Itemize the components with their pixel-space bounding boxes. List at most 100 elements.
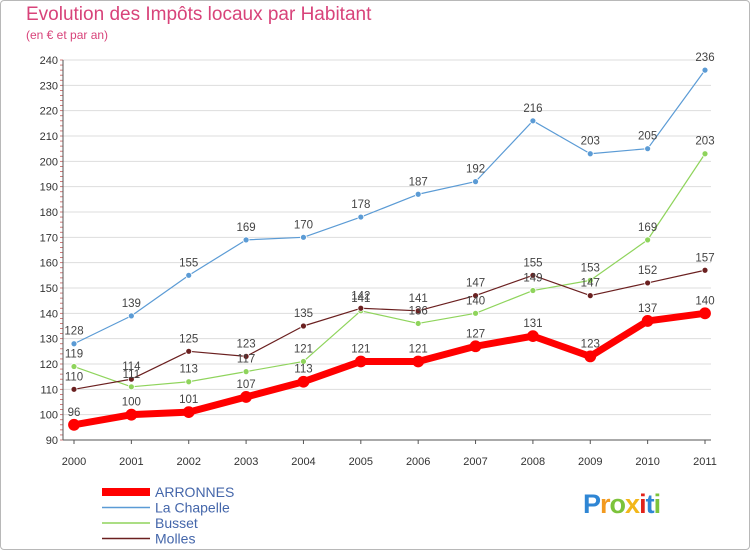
data-label-molles: 157 xyxy=(695,252,714,264)
data-point-molles xyxy=(300,322,307,330)
data-label-arronnes: 107 xyxy=(236,379,255,391)
x-tick-label: 2003 xyxy=(234,456,258,468)
data-point-busset xyxy=(414,320,422,327)
data-point-busset xyxy=(127,383,135,391)
data-label-arronnes: 113 xyxy=(294,364,312,376)
data-label-busset: 203 xyxy=(695,136,714,148)
data-label-molles: 141 xyxy=(409,293,428,305)
data-label-la-chapelle: 187 xyxy=(409,176,428,188)
data-point-molles xyxy=(644,279,652,287)
x-tick-label: 2007 xyxy=(463,456,487,468)
y-tick-label: 200 xyxy=(40,156,58,168)
x-tick-label: 2010 xyxy=(635,456,659,468)
data-point-busset xyxy=(472,309,479,317)
data-point-molles xyxy=(242,352,250,360)
series-line-arronnes xyxy=(70,309,709,429)
y-tick-label: 130 xyxy=(40,334,58,346)
data-label-busset: 119 xyxy=(65,349,83,361)
x-tick-label: 2009 xyxy=(578,456,602,468)
data-point-busset xyxy=(70,363,78,370)
y-tick-label: 180 xyxy=(40,207,58,219)
data-point-la-chapelle xyxy=(185,271,193,279)
data-point-la-chapelle xyxy=(300,233,307,241)
data-point-la-chapelle xyxy=(414,190,422,198)
data-label-la-chapelle: 216 xyxy=(523,103,542,115)
data-label-la-chapelle: 170 xyxy=(294,219,313,231)
data-label-busset: 169 xyxy=(638,222,657,234)
y-tick-label: 170 xyxy=(40,232,58,244)
data-label-la-chapelle: 203 xyxy=(581,136,600,148)
data-label-busset: 121 xyxy=(294,343,313,355)
data-point-arronnes xyxy=(641,315,654,327)
data-point-la-chapelle xyxy=(70,340,78,348)
data-point-arronnes xyxy=(354,355,367,368)
data-label-arronnes: 121 xyxy=(409,343,428,355)
chart-title: Evolution des Impôts locaux par Habitant xyxy=(26,4,372,25)
data-label-arronnes: 101 xyxy=(179,394,198,406)
data-label-la-chapelle: 236 xyxy=(695,52,714,64)
data-label-arronnes: 140 xyxy=(695,295,714,307)
data-point-arronnes xyxy=(527,330,539,343)
data-point-busset xyxy=(586,276,594,284)
series-line-molles xyxy=(73,269,706,390)
data-label-molles: 110 xyxy=(65,371,83,383)
data-label-busset: 113 xyxy=(180,364,198,376)
data-point-arronnes xyxy=(68,418,80,431)
data-label-arronnes: 127 xyxy=(466,328,485,340)
data-label-molles: 135 xyxy=(294,308,313,320)
x-tick-label: 2006 xyxy=(406,456,430,468)
data-point-arronnes xyxy=(297,375,310,388)
y-tick-label: 90 xyxy=(46,435,58,447)
logo-letter: r xyxy=(600,489,610,519)
data-point-la-chapelle xyxy=(127,312,135,320)
logo-letter: t xyxy=(645,489,655,519)
x-tick-label: 2004 xyxy=(291,456,315,468)
logo-letter: i xyxy=(639,489,646,519)
y-tick-label: 230 xyxy=(40,80,58,92)
legend-label-busset: Busset xyxy=(155,515,198,531)
y-tick-label: 150 xyxy=(40,283,58,295)
data-point-arronnes xyxy=(584,350,597,363)
data-point-molles xyxy=(414,307,422,315)
x-tick-label: 2001 xyxy=(119,456,143,468)
data-label-molles: 123 xyxy=(236,338,255,350)
y-tick-label: 220 xyxy=(40,106,58,118)
x-tick-label: 2002 xyxy=(176,456,200,468)
data-point-la-chapelle xyxy=(586,150,594,158)
logo-letter: P xyxy=(583,489,601,519)
data-point-molles xyxy=(586,292,594,300)
data-label-arronnes: 96 xyxy=(68,407,81,419)
data-point-arronnes xyxy=(412,355,425,368)
y-tick-label: 110 xyxy=(40,384,58,396)
logo-letter: i xyxy=(653,489,661,519)
data-point-la-chapelle xyxy=(357,213,365,221)
plot-area xyxy=(63,60,711,440)
data-point-busset xyxy=(185,378,193,386)
data-label-molles: 152 xyxy=(638,265,657,277)
data-point-busset xyxy=(529,287,537,294)
data-label-arronnes: 123 xyxy=(581,338,600,350)
data-label-la-chapelle: 192 xyxy=(466,164,485,176)
data-point-la-chapelle xyxy=(472,178,479,186)
data-point-molles xyxy=(529,271,537,279)
data-point-la-chapelle xyxy=(242,236,250,244)
data-label-busset: 153 xyxy=(581,262,600,274)
data-label-molles: 142 xyxy=(351,290,370,302)
legend-label-molles: Molles xyxy=(155,531,195,547)
y-tick-label: 210 xyxy=(40,131,58,143)
logo-letter: x xyxy=(625,489,640,519)
x-tick-label: 2000 xyxy=(62,456,86,468)
data-label-busset: 117 xyxy=(237,354,255,366)
series-line-busset xyxy=(73,153,706,388)
data-point-la-chapelle xyxy=(644,145,652,153)
chart-subtitle: (en € et par an) xyxy=(26,28,109,42)
data-label-busset: 149 xyxy=(523,273,542,285)
data-label-la-chapelle: 155 xyxy=(179,257,198,269)
data-point-molles xyxy=(127,375,135,383)
data-point-busset xyxy=(644,236,652,244)
y-tick-label: 100 xyxy=(40,410,58,422)
data-label-busset: 140 xyxy=(466,295,485,307)
data-point-molles xyxy=(472,292,479,300)
data-label-arronnes: 100 xyxy=(122,397,141,409)
